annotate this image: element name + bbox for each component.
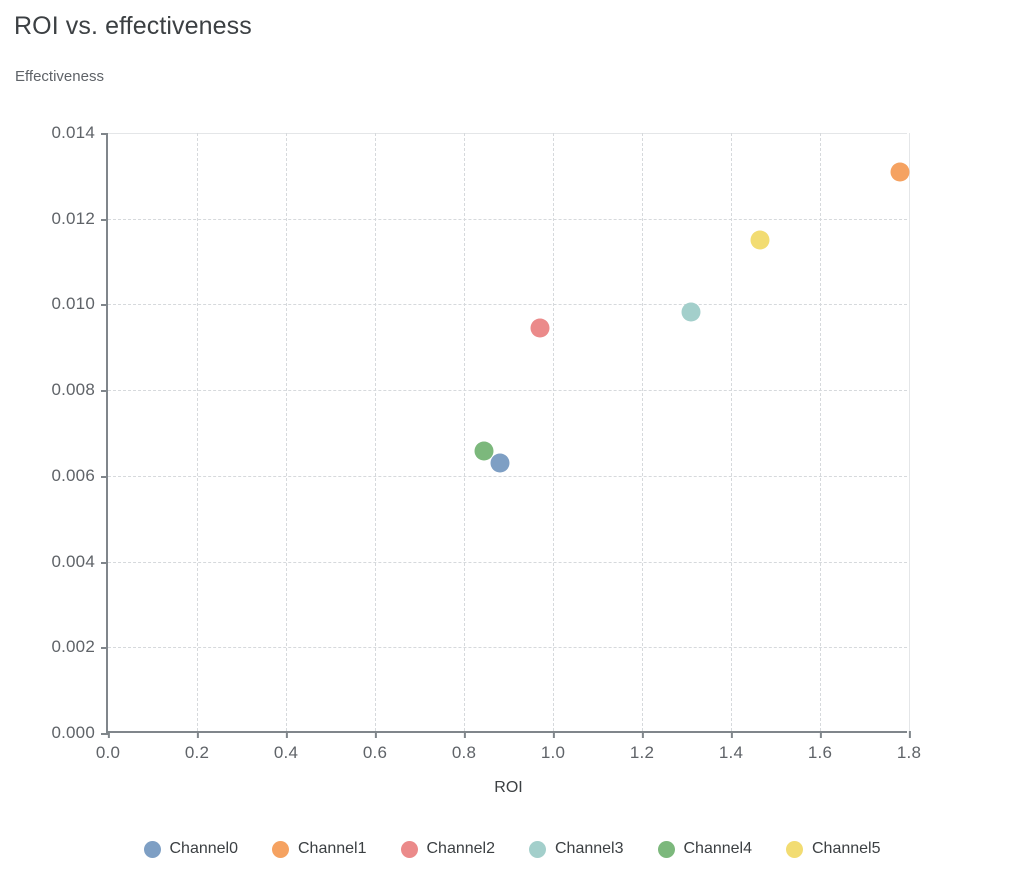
legend-item-channel3[interactable]: Channel3: [529, 840, 624, 858]
x-gridline: [731, 133, 732, 731]
x-axis-tick-label: 1.0: [541, 731, 565, 763]
y-axis-tick-label: 0.004: [51, 552, 108, 572]
y-gridline: [108, 561, 907, 563]
scatter-point-channel0[interactable]: [490, 453, 510, 473]
chart-title: ROI vs. effectiveness: [14, 12, 252, 40]
y-axis-tick-label: 0.014: [51, 123, 108, 143]
x-axis-tick-label: 1.6: [808, 731, 832, 763]
legend-item-channel5[interactable]: Channel5: [786, 840, 881, 858]
y-axis-tick-label: 0.012: [51, 209, 108, 229]
x-axis-tick-label: 0.6: [363, 731, 387, 763]
y-gridline: [108, 304, 907, 306]
x-gridline: [375, 133, 376, 731]
y-axis-tick-label: 0.002: [51, 637, 108, 657]
legend-item-channel1[interactable]: Channel1: [272, 840, 367, 858]
y-axis-label: Effectiveness: [15, 68, 104, 85]
legend-swatch-icon: [657, 840, 675, 858]
scatter-plot-area[interactable]: ROI 0.000 0.002 0.004 0.006 0.008 0.010 0.012 0…: [51, 123, 920, 796]
y-axis-tick-label: 0.006: [51, 466, 108, 486]
legend-item-label: Channel4: [683, 840, 753, 857]
x-axis-tick-label: 0.2: [185, 731, 209, 763]
x-axis-label: ROI: [494, 779, 523, 796]
x-gridline: [553, 133, 554, 731]
legend-item-label: Channel0: [169, 840, 239, 857]
y-axis-tick-label: 0.000: [51, 723, 108, 743]
legend-swatch-icon: [786, 840, 803, 858]
y-gridline: [108, 475, 907, 477]
y-gridline: [108, 133, 907, 134]
y-gridline: [108, 390, 907, 392]
x-axis-tick-label: 1.4: [719, 731, 743, 763]
x-gridline: [820, 133, 821, 731]
scatter-point-channel3[interactable]: [681, 302, 701, 322]
legend-swatch-icon: [529, 840, 546, 858]
legend-item-label: Channel1: [298, 840, 367, 857]
x-gridline: [286, 133, 287, 731]
legend-item-channel2[interactable]: Channel2: [400, 840, 496, 858]
scatter-point-channel1[interactable]: [890, 162, 910, 182]
legend-swatch-icon: [143, 840, 161, 858]
legend-item-channel0[interactable]: Channel0: [143, 840, 239, 858]
legend-item-label: Channel3: [555, 840, 624, 857]
x-gridline: [197, 133, 198, 731]
x-gridline: [464, 133, 465, 731]
legend-swatch-icon: [400, 840, 418, 858]
legend-item-label: Channel5: [812, 840, 881, 857]
x-gridline: [909, 133, 910, 731]
legend-item-channel4[interactable]: Channel4: [657, 840, 753, 858]
x-axis-tick-label: 0.0: [96, 731, 120, 763]
x-gridline: [642, 133, 643, 731]
legend-swatch-icon: [272, 840, 289, 858]
x-axis-tick-label: 1.8: [897, 731, 921, 763]
y-axis-tick-label: 0.008: [51, 380, 108, 400]
chart-legend: Channel0 Channel1 Channel2 Channel3 Channel4…: [0, 840, 1024, 858]
scatter-point-channel4[interactable]: [474, 441, 494, 461]
x-axis-tick-label: 1.2: [630, 731, 654, 763]
y-gridline: [108, 218, 907, 220]
scatter-point-channel5[interactable]: [750, 230, 770, 250]
y-axis-tick-label: 0.010: [51, 294, 108, 314]
x-axis-tick-label: 0.8: [452, 731, 476, 763]
scatter-point-channel2[interactable]: [530, 318, 550, 338]
legend-item-label: Channel2: [426, 840, 496, 857]
y-gridline: [108, 647, 907, 649]
x-axis-tick-label: 0.4: [274, 731, 298, 763]
